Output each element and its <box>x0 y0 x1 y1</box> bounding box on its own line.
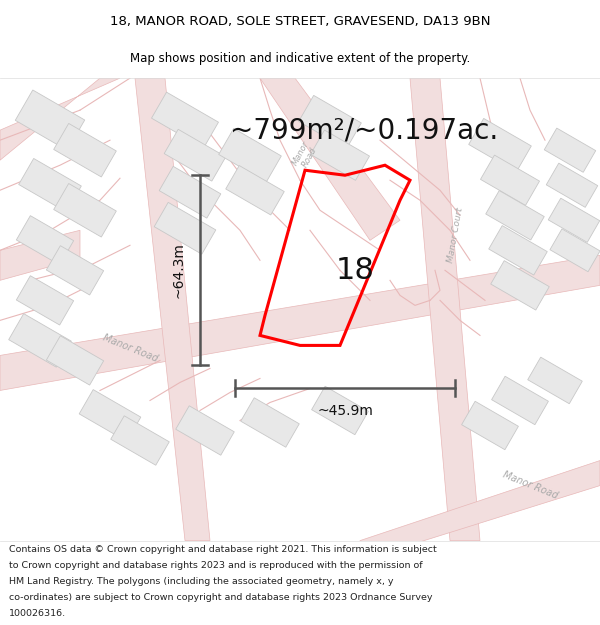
Polygon shape <box>299 96 361 149</box>
Polygon shape <box>218 129 281 182</box>
Text: Manor
Road: Manor Road <box>290 139 320 171</box>
Polygon shape <box>16 276 74 325</box>
Polygon shape <box>159 166 221 218</box>
Polygon shape <box>481 155 539 206</box>
Polygon shape <box>154 202 216 254</box>
Polygon shape <box>111 416 169 465</box>
Polygon shape <box>546 163 598 208</box>
Polygon shape <box>176 406 234 455</box>
Polygon shape <box>46 246 104 295</box>
Polygon shape <box>260 78 400 240</box>
Text: HM Land Registry. The polygons (including the associated geometry, namely x, y: HM Land Registry. The polygons (includin… <box>9 577 394 586</box>
Text: Manor Court: Manor Court <box>446 207 464 264</box>
Polygon shape <box>135 78 210 541</box>
Polygon shape <box>360 461 600 561</box>
Text: Manor Road: Manor Road <box>101 332 159 364</box>
Polygon shape <box>544 128 596 173</box>
Polygon shape <box>8 314 71 367</box>
Polygon shape <box>53 184 116 237</box>
Polygon shape <box>311 386 368 435</box>
Polygon shape <box>528 357 582 404</box>
Polygon shape <box>15 90 85 151</box>
Polygon shape <box>16 216 74 265</box>
Polygon shape <box>461 401 518 450</box>
Polygon shape <box>0 78 120 160</box>
Polygon shape <box>46 336 104 385</box>
Polygon shape <box>0 256 600 391</box>
Text: ~45.9m: ~45.9m <box>317 404 373 419</box>
Polygon shape <box>310 130 370 181</box>
Polygon shape <box>469 118 532 172</box>
Polygon shape <box>489 226 547 275</box>
Polygon shape <box>550 229 600 272</box>
Polygon shape <box>164 129 226 181</box>
Polygon shape <box>548 198 600 242</box>
Polygon shape <box>0 230 80 281</box>
Polygon shape <box>491 376 548 425</box>
Polygon shape <box>79 389 141 441</box>
Text: ~799m²/~0.197ac.: ~799m²/~0.197ac. <box>230 116 498 144</box>
Polygon shape <box>491 261 549 310</box>
Polygon shape <box>53 123 116 177</box>
Text: ~64.3m: ~64.3m <box>172 242 186 298</box>
Text: 18: 18 <box>335 256 374 285</box>
Polygon shape <box>152 92 218 148</box>
Text: co-ordinates) are subject to Crown copyright and database rights 2023 Ordnance S: co-ordinates) are subject to Crown copyr… <box>9 593 433 602</box>
Polygon shape <box>486 191 544 240</box>
Text: 18, MANOR ROAD, SOLE STREET, GRAVESEND, DA13 9BN: 18, MANOR ROAD, SOLE STREET, GRAVESEND, … <box>110 16 490 28</box>
Polygon shape <box>410 78 480 541</box>
Polygon shape <box>241 398 299 448</box>
Polygon shape <box>19 159 82 212</box>
Text: Contains OS data © Crown copyright and database right 2021. This information is : Contains OS data © Crown copyright and d… <box>9 545 437 554</box>
Text: to Crown copyright and database rights 2023 and is reproduced with the permissio: to Crown copyright and database rights 2… <box>9 561 422 570</box>
Text: Manor Road: Manor Road <box>501 470 559 501</box>
Polygon shape <box>226 166 284 215</box>
Text: Map shows position and indicative extent of the property.: Map shows position and indicative extent… <box>130 52 470 65</box>
Text: 100026316.: 100026316. <box>9 609 66 618</box>
